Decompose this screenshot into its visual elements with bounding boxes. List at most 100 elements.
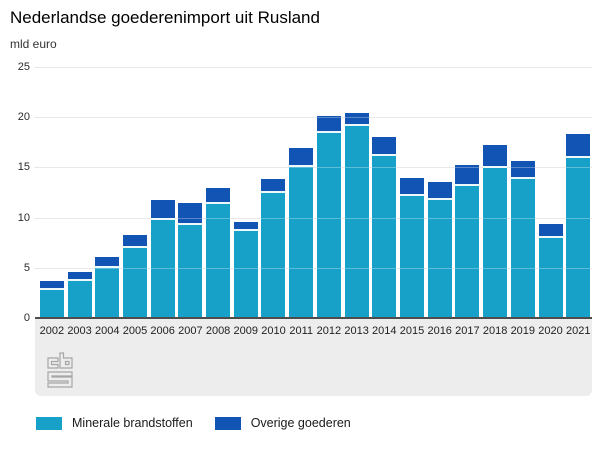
bar-segment-mineraal-2018[interactable] — [483, 166, 508, 318]
bar-segment-overige-2016[interactable] — [427, 182, 452, 198]
bar-2018[interactable] — [483, 145, 508, 318]
bar-segment-mineraal-2003[interactable] — [67, 278, 92, 318]
bar-segment-mineraal-2012[interactable] — [316, 131, 341, 318]
bar-segment-mineraal-2006[interactable] — [150, 217, 175, 318]
bar-segment-overige-2004[interactable] — [95, 256, 120, 266]
bar-2009[interactable] — [233, 221, 258, 318]
x-tick-label-2009: 2009 — [233, 325, 259, 337]
gridline-10 — [35, 217, 592, 219]
bar-2013[interactable] — [344, 113, 369, 318]
x-tick-label-2011: 2011 — [289, 325, 313, 337]
bar-segment-overige-2012[interactable] — [316, 116, 341, 132]
y-tick-label-0: 0 — [23, 312, 30, 324]
bar-segment-overige-2014[interactable] — [372, 137, 397, 155]
legend-item-minerale-brandstoffen[interactable]: Minerale brandstoffen — [36, 416, 193, 430]
x-tick-label-2021: 2021 — [565, 325, 591, 337]
bar-segment-mineraal-2015[interactable] — [399, 193, 424, 318]
bar-slot-2018 — [481, 67, 509, 318]
bar-segment-overige-2003[interactable] — [67, 271, 92, 279]
bar-2007[interactable] — [178, 202, 203, 318]
bar-segment-mineraal-2002[interactable] — [39, 287, 64, 318]
x-axis-labels: 2002 2003 2004 2005 2006 2007 2008 2009 2010 2011… — [38, 325, 592, 337]
bar-segment-overige-2010[interactable] — [261, 178, 286, 191]
bar-slot-2020 — [537, 67, 565, 318]
bar-segment-mineraal-2016[interactable] — [427, 197, 452, 318]
bar-segment-overige-2011[interactable] — [289, 148, 314, 166]
bar-slot-2005 — [121, 67, 149, 318]
bar-2010[interactable] — [261, 178, 286, 318]
bar-2002[interactable] — [39, 280, 64, 318]
bar-segment-overige-2008[interactable] — [206, 188, 231, 202]
bar-2011[interactable] — [289, 148, 314, 318]
x-tick-label-2002: 2002 — [39, 325, 65, 337]
bar-slot-2009 — [232, 67, 260, 318]
bar-segment-overige-2013[interactable] — [344, 113, 369, 125]
bar-2015[interactable] — [399, 178, 424, 318]
chart-legend: Minerale brandstoffen Overige goederen — [36, 416, 351, 430]
bar-segment-mineraal-2009[interactable] — [233, 228, 258, 318]
x-tick-label-2020: 2020 — [538, 325, 563, 337]
bar-2020[interactable] — [538, 223, 563, 318]
y-tick-label-20: 20 — [17, 111, 30, 124]
bar-slot-2006 — [149, 67, 177, 318]
bar-2017[interactable] — [455, 165, 480, 318]
bar-segment-mineraal-2005[interactable] — [122, 245, 147, 318]
bar-segment-overige-2005[interactable] — [122, 234, 147, 246]
bar-slot-2003 — [66, 67, 94, 318]
bar-segment-mineraal-2008[interactable] — [206, 201, 231, 318]
chart-unit-label: mld euro — [10, 37, 57, 51]
bar-slot-2016 — [426, 67, 454, 318]
gridline-5 — [35, 267, 592, 269]
cbs-logo-icon — [47, 352, 73, 388]
x-tick-label-2010: 2010 — [261, 325, 286, 337]
bar-segment-overige-2019[interactable] — [510, 161, 535, 178]
x-tick-label-2012: 2012 — [316, 325, 342, 337]
bar-2014[interactable] — [372, 137, 397, 318]
bar-2006[interactable] — [150, 199, 175, 318]
bar-segment-overige-2020[interactable] — [538, 223, 563, 236]
chart-footer-band — [35, 319, 592, 396]
bar-slot-2004 — [93, 67, 121, 318]
bar-slot-2011 — [287, 67, 315, 318]
bars-plot-area — [38, 67, 592, 318]
legend-item-overige-goederen[interactable]: Overige goederen — [214, 416, 351, 430]
x-tick-label-2008: 2008 — [205, 325, 231, 337]
bar-2021[interactable] — [566, 134, 591, 318]
bar-segment-mineraal-2011[interactable] — [289, 165, 314, 318]
x-tick-label-2014: 2014 — [372, 325, 397, 337]
x-axis-baseline — [35, 317, 592, 319]
bar-segment-overige-2009[interactable] — [233, 221, 258, 229]
bar-segment-mineraal-2017[interactable] — [455, 183, 480, 318]
bar-segment-mineraal-2019[interactable] — [510, 177, 535, 318]
bar-segment-mineraal-2007[interactable] — [178, 222, 203, 318]
bar-2019[interactable] — [510, 161, 535, 318]
bar-slot-2002 — [38, 67, 66, 318]
y-tick-label-25: 25 — [17, 61, 30, 73]
bar-2016[interactable] — [427, 182, 452, 318]
bar-segment-overige-2018[interactable] — [483, 145, 508, 167]
bar-segment-mineraal-2014[interactable] — [372, 154, 397, 318]
bar-segment-mineraal-2013[interactable] — [344, 124, 369, 318]
bar-segment-overige-2017[interactable] — [455, 165, 480, 184]
bar-segment-overige-2006[interactable] — [150, 199, 175, 218]
bar-segment-mineraal-2010[interactable] — [261, 190, 286, 318]
bar-segment-mineraal-2004[interactable] — [95, 265, 120, 318]
chart-title: Nederlandse goederenimport uit Rusland — [10, 8, 320, 27]
bar-2008[interactable] — [206, 188, 231, 318]
x-tick-label-2003: 2003 — [67, 325, 92, 337]
bar-2005[interactable] — [122, 234, 147, 318]
bar-2004[interactable] — [95, 256, 120, 318]
bar-slot-2021 — [564, 67, 592, 318]
bar-2012[interactable] — [316, 116, 341, 318]
bar-segment-mineraal-2021[interactable] — [566, 156, 591, 318]
bar-segment-overige-2015[interactable] — [399, 178, 424, 194]
bar-slot-2019 — [509, 67, 537, 318]
bar-segment-overige-2002[interactable] — [39, 280, 64, 288]
bar-segment-overige-2021[interactable] — [566, 134, 591, 157]
gridline-20 — [35, 117, 592, 119]
y-tick-label-10: 10 — [17, 211, 30, 224]
bar-segment-mineraal-2020[interactable] — [538, 235, 563, 318]
bar-segment-overige-2007[interactable] — [178, 202, 203, 223]
bar-2003[interactable] — [67, 271, 92, 318]
